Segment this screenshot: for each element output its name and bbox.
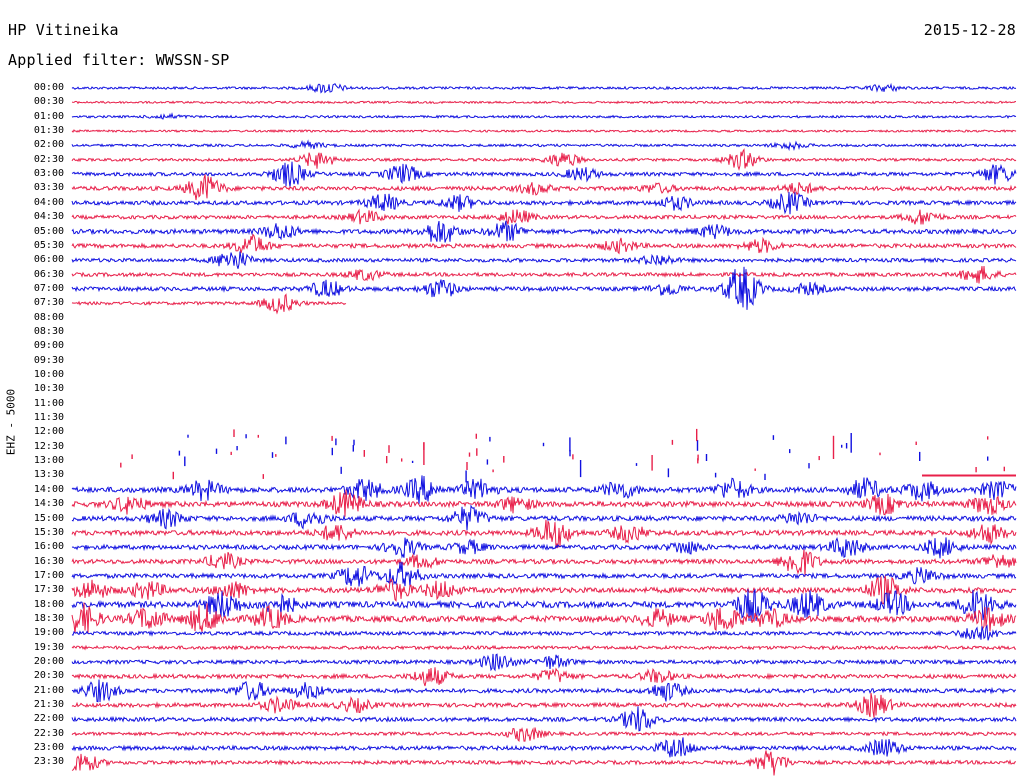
time-label: 01:30 xyxy=(33,125,64,137)
time-label: 03:30 xyxy=(33,182,64,194)
time-label: 19:30 xyxy=(33,641,64,653)
time-label: 05:00 xyxy=(33,225,64,237)
trace-1900 xyxy=(71,624,1017,641)
trace-1430 xyxy=(71,489,1017,517)
trace-2130 xyxy=(71,692,1017,718)
time-label: 06:00 xyxy=(33,254,64,266)
trace-1800 xyxy=(71,588,1017,622)
time-label: 07:00 xyxy=(33,282,64,294)
time-label: 12:00 xyxy=(33,426,64,438)
time-label: 12:30 xyxy=(33,440,64,452)
trace-1600 xyxy=(71,537,1017,559)
trace-1730 xyxy=(71,575,1017,606)
trace-2200 xyxy=(71,706,1017,732)
time-label: 20:00 xyxy=(33,656,64,667)
time-label: 08:00 xyxy=(33,311,64,323)
time-label: 10:00 xyxy=(33,369,64,380)
time-label: 17:30 xyxy=(33,584,64,596)
time-label: 19:00 xyxy=(33,627,64,639)
time-label: 13:30 xyxy=(33,469,64,481)
time-label: 22:00 xyxy=(33,713,64,725)
trace-2000 xyxy=(71,653,1017,672)
record-date: 2015-12-28 xyxy=(923,21,1016,39)
time-label: 23:00 xyxy=(33,742,64,754)
time-label: 21:30 xyxy=(33,699,64,711)
trace-0000 xyxy=(71,82,1017,94)
trace-1700 xyxy=(71,561,1017,588)
time-label: 03:00 xyxy=(33,168,64,180)
trace-0400 xyxy=(71,191,1017,215)
trace-1630 xyxy=(71,549,1017,577)
trace-2230 xyxy=(71,727,1017,742)
time-label: 09:00 xyxy=(33,340,64,352)
trace-1500 xyxy=(71,504,1017,531)
time-label: 17:00 xyxy=(33,569,64,581)
trace-0700 xyxy=(71,266,1017,310)
trace-0630 xyxy=(71,265,1017,284)
time-label: 11:00 xyxy=(33,397,64,409)
trace-1530 xyxy=(71,519,1017,549)
trace-1400 xyxy=(71,475,1017,504)
trace-0530 xyxy=(71,233,1017,255)
time-label: 08:30 xyxy=(33,325,64,337)
time-label: 20:30 xyxy=(33,670,64,682)
trace-0330 xyxy=(71,174,1017,201)
applied-filter: Applied filter: WWSSN-SP xyxy=(8,51,230,69)
time-label: 22:30 xyxy=(33,727,64,739)
trace-0600 xyxy=(71,251,1017,269)
gap-fragments xyxy=(120,428,1005,483)
trace-1930 xyxy=(71,644,1017,651)
time-labels: 00:00 00:30 01:00 01:30 02:00 02:30 03:00 03:30… xyxy=(0,0,64,780)
time-label: 15:30 xyxy=(33,526,64,538)
trace-2300 xyxy=(71,737,1017,758)
trace-0430 xyxy=(71,208,1017,225)
time-label: 05:30 xyxy=(33,239,64,251)
time-label: 21:00 xyxy=(33,684,64,696)
time-label: 02:00 xyxy=(33,139,64,151)
trace-2100 xyxy=(71,679,1017,703)
trace-1830 xyxy=(71,602,1017,634)
trace-0500 xyxy=(71,220,1017,243)
trace-2330 xyxy=(71,750,1017,776)
time-label: 13:00 xyxy=(33,455,64,467)
trace-0200 xyxy=(71,139,1017,152)
trace-0230 xyxy=(71,148,1017,171)
trace-0100 xyxy=(71,112,1017,120)
time-label: 15:00 xyxy=(33,512,64,524)
station-name: HP Vitineika xyxy=(8,21,119,39)
time-label: 14:00 xyxy=(33,483,64,495)
trace-0130 xyxy=(71,129,1017,133)
time-label: 06:30 xyxy=(33,268,64,280)
time-label: 10:30 xyxy=(33,383,64,395)
time-label: 07:30 xyxy=(33,297,64,309)
time-label: 04:00 xyxy=(33,196,64,208)
trace-0300 xyxy=(71,161,1017,187)
time-label: 00:00 xyxy=(33,82,64,93)
time-label: 11:30 xyxy=(33,412,64,424)
time-label: 14:30 xyxy=(33,498,64,510)
time-label: 16:30 xyxy=(33,555,64,567)
time-label: 23:30 xyxy=(33,756,64,768)
time-label: 16:00 xyxy=(33,541,64,553)
trace-0030 xyxy=(71,100,1017,105)
time-label: 18:30 xyxy=(33,612,64,624)
time-label: 01:00 xyxy=(33,110,64,122)
time-label: 18:00 xyxy=(33,598,64,610)
time-label: 02:30 xyxy=(33,153,64,165)
time-label: 00:30 xyxy=(33,96,64,108)
time-label: 04:30 xyxy=(33,211,64,223)
time-label: 09:30 xyxy=(33,354,64,366)
trace-0730 xyxy=(71,293,347,315)
trace-2030 xyxy=(71,667,1017,687)
